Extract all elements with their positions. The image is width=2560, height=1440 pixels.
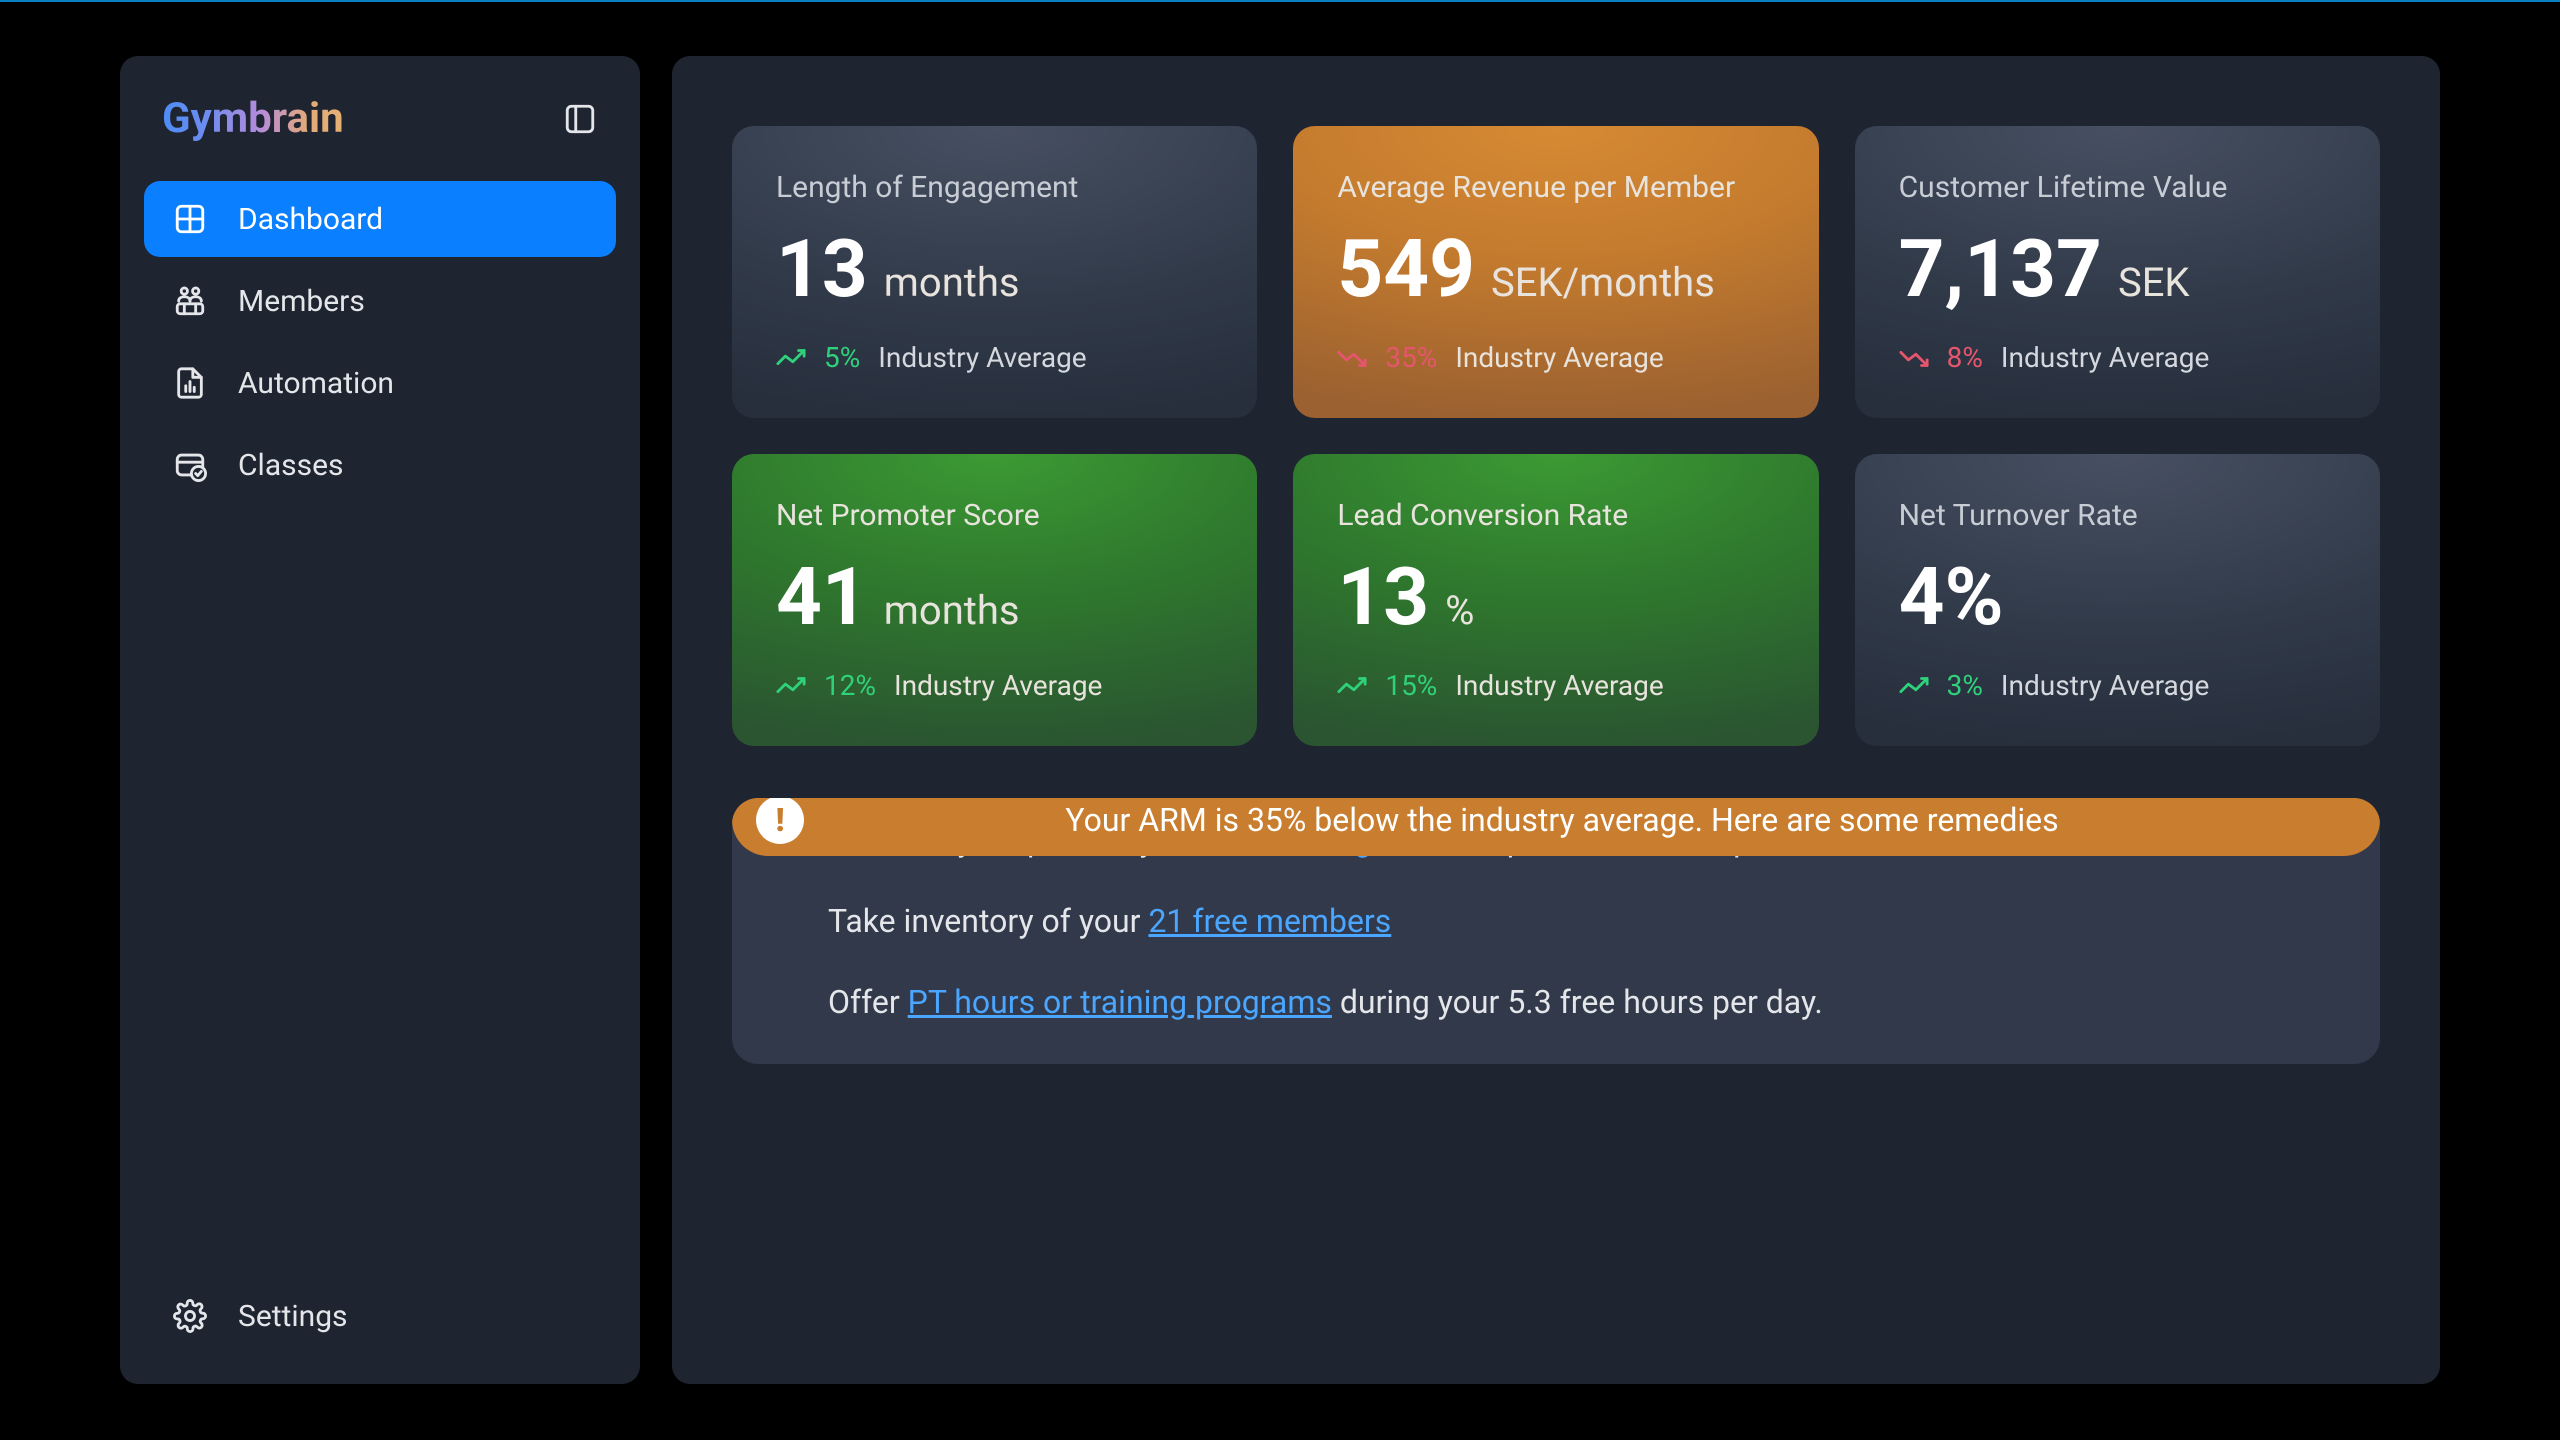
sidebar-item-settings[interactable]: Settings bbox=[144, 1278, 616, 1354]
alert-link-free-members[interactable]: 21 free members bbox=[1148, 902, 1391, 940]
card-unit: months bbox=[884, 587, 1020, 634]
trend-pct: 35% bbox=[1385, 341, 1437, 374]
metric-card-clv[interactable]: Customer Lifetime Value 7,137 SEK 8% Ind… bbox=[1855, 126, 2380, 418]
trend-down-icon bbox=[1337, 348, 1367, 368]
card-trend: 35% Industry Average bbox=[1337, 341, 1774, 374]
card-value-row: 13 % bbox=[1337, 557, 1774, 637]
metric-card-grid: Length of Engagement 13 months 5% Indust… bbox=[732, 126, 2380, 746]
trend-up-icon bbox=[776, 348, 806, 368]
trend-label: Industry Average bbox=[878, 341, 1086, 374]
card-title: Net Turnover Rate bbox=[1899, 498, 2336, 533]
card-unit: % bbox=[1445, 587, 1474, 634]
alert-header: ! Your ARM is 35% below the industry ave… bbox=[732, 798, 2380, 856]
trend-pct: 12% bbox=[824, 669, 876, 702]
card-value-row: 549 SEK/months bbox=[1337, 229, 1774, 309]
card-check-icon bbox=[172, 447, 208, 483]
card-title: Length of Engagement bbox=[776, 170, 1213, 205]
sidebar-collapse-button[interactable] bbox=[562, 101, 598, 137]
gear-icon bbox=[172, 1298, 208, 1334]
trend-label: Industry Average bbox=[894, 669, 1102, 702]
card-trend: 15% Industry Average bbox=[1337, 669, 1774, 702]
card-value: 7,137 bbox=[1899, 229, 2102, 309]
grid-icon bbox=[172, 201, 208, 237]
metric-card-turnover[interactable]: Net Turnover Rate 4% 3% Industry Average bbox=[1855, 454, 2380, 746]
brand-logo: Gymbrain bbox=[162, 94, 344, 143]
sidebar-item-label: Automation bbox=[238, 366, 394, 401]
main-panel: Length of Engagement 13 months 5% Indust… bbox=[672, 56, 2440, 1384]
sidebar-item-classes[interactable]: Classes bbox=[144, 427, 616, 503]
card-value-row: 7,137 SEK bbox=[1899, 229, 2336, 309]
sidebar: Gymbrain Dashboard Members bbox=[120, 56, 640, 1384]
card-value-row: 13 months bbox=[776, 229, 1213, 309]
card-unit: months bbox=[884, 259, 1020, 306]
card-value: 4% bbox=[1899, 557, 2004, 637]
trend-label: Industry Average bbox=[2001, 669, 2209, 702]
sidebar-item-members[interactable]: Members bbox=[144, 263, 616, 339]
card-trend: 5% Industry Average bbox=[776, 341, 1213, 374]
card-trend: 12% Industry Average bbox=[776, 669, 1213, 702]
sidebar-item-label: Classes bbox=[238, 448, 344, 483]
trend-label: Industry Average bbox=[1455, 341, 1663, 374]
metric-card-arm[interactable]: Average Revenue per Member 549 SEK/month… bbox=[1293, 126, 1818, 418]
members-icon bbox=[172, 283, 208, 319]
trend-up-icon bbox=[776, 676, 806, 696]
alert-link-pt-hours[interactable]: PT hours or training programs bbox=[908, 983, 1332, 1021]
alert-remedy-3: Offer PT hours or training programs duri… bbox=[828, 980, 2332, 1025]
sidebar-item-label: Dashboard bbox=[238, 202, 383, 237]
trend-pct: 15% bbox=[1385, 669, 1437, 702]
sidebar-item-dashboard[interactable]: Dashboard bbox=[144, 181, 616, 257]
card-title: Lead Conversion Rate bbox=[1337, 498, 1774, 533]
alert-title: Your ARM is 35% below the industry avera… bbox=[828, 801, 2356, 839]
card-trend: 3% Industry Average bbox=[1899, 669, 2336, 702]
metric-card-engagement[interactable]: Length of Engagement 13 months 5% Indust… bbox=[732, 126, 1257, 418]
trend-pct: 5% bbox=[824, 341, 860, 374]
card-title: Customer Lifetime Value bbox=[1899, 170, 2336, 205]
alert-remedy-2: Take inventory of your 21 free members bbox=[828, 899, 2332, 944]
card-title: Average Revenue per Member bbox=[1337, 170, 1774, 205]
card-value: 13 bbox=[1337, 557, 1429, 637]
sidebar-item-label: Members bbox=[238, 284, 365, 319]
trend-pct: 3% bbox=[1947, 669, 1983, 702]
metric-card-nps[interactable]: Net Promoter Score 41 months 12% Industr… bbox=[732, 454, 1257, 746]
trend-label: Industry Average bbox=[2001, 341, 2209, 374]
trend-down-icon bbox=[1899, 348, 1929, 368]
trend-label: Industry Average bbox=[1455, 669, 1663, 702]
alert-section: Increase your prices by 10%. See our gui… bbox=[732, 798, 2380, 1086]
card-unit: SEK/months bbox=[1491, 259, 1715, 306]
sidebar-item-label: Settings bbox=[238, 1299, 348, 1334]
sidebar-item-automation[interactable]: Automation bbox=[144, 345, 616, 421]
trend-pct: 8% bbox=[1947, 341, 1983, 374]
trend-up-icon bbox=[1899, 676, 1929, 696]
card-title: Net Promoter Score bbox=[776, 498, 1213, 533]
card-trend: 8% Industry Average bbox=[1899, 341, 2336, 374]
metric-card-conversion[interactable]: Lead Conversion Rate 13 % 15% Industry A… bbox=[1293, 454, 1818, 746]
file-chart-icon bbox=[172, 365, 208, 401]
card-value-row: 4% bbox=[1899, 557, 2336, 637]
sidebar-header: Gymbrain bbox=[144, 86, 616, 181]
card-value: 41 bbox=[776, 557, 868, 637]
panel-left-icon bbox=[563, 102, 597, 136]
card-value: 13 bbox=[776, 229, 868, 309]
trend-up-icon bbox=[1337, 676, 1367, 696]
card-value-row: 41 months bbox=[776, 557, 1213, 637]
card-unit: SEK bbox=[2118, 259, 2190, 306]
card-value: 549 bbox=[1337, 229, 1475, 309]
alert-icon: ! bbox=[756, 798, 804, 844]
nav-list: Dashboard Members Automation Classes bbox=[144, 181, 616, 503]
